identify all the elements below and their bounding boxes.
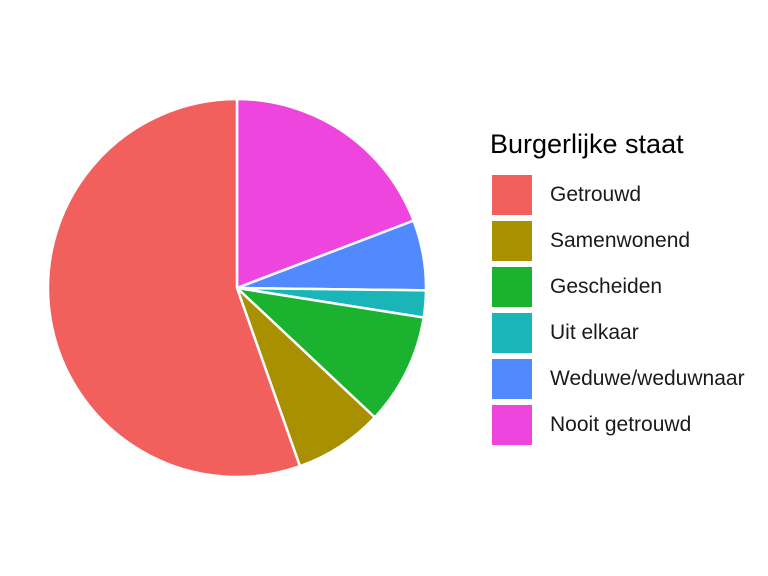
legend-swatch-weduwe-weduwnaar	[492, 359, 532, 399]
legend-item-getrouwd: Getrouwd	[488, 172, 768, 218]
pie-slice-gescheiden	[235, 286, 425, 419]
legend-label-getrouwd: Getrouwd	[550, 183, 642, 206]
legend-items: Getrouwd Samenwonend Gescheiden Uit elkaar W…	[488, 172, 768, 448]
legend: Burgerlijke staat Getrouwd Samenwonend Ges…	[488, 126, 768, 448]
pie-slice-getrouwd	[46, 97, 302, 479]
legend-label-gescheiden: Gescheiden	[550, 275, 663, 298]
legend-swatch-uit-elkaar	[492, 313, 532, 353]
legend-item-nooit-getrouwd: Nooit getrouwd	[488, 402, 768, 448]
legend-swatch-gescheiden	[492, 267, 532, 307]
legend-swatch-getrouwd	[492, 175, 532, 215]
pie-slice-nooit-getrouwd	[235, 97, 415, 290]
legend-label-nooit-getrouwd: Nooit getrouwd	[550, 413, 692, 436]
legend-item-gescheiden: Gescheiden	[488, 264, 768, 310]
legend-label-weduwe-weduwnaar: Weduwe/weduwnaar	[550, 367, 745, 390]
legend-swatch-nooit-getrouwd	[492, 405, 532, 445]
legend-item-samenwonend: Samenwonend	[488, 218, 768, 264]
legend-label-samenwonend: Samenwonend	[550, 229, 691, 252]
legend-swatch-samenwonend	[492, 221, 532, 261]
legend-item-weduwe-weduwnaar: Weduwe/weduwnaar	[488, 356, 768, 402]
legend-label-uit-elkaar: Uit elkaar	[550, 321, 639, 344]
legend-item-uit-elkaar: Uit elkaar	[488, 310, 768, 356]
legend-title: Burgerlijke staat	[490, 129, 684, 159]
